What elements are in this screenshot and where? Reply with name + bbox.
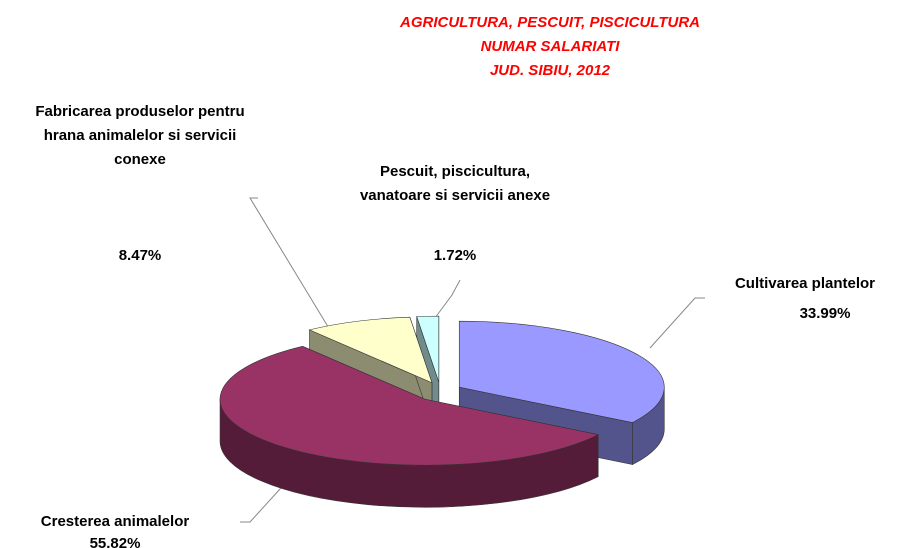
slice-label: Fabricarea produselor pentru hrana anima… — [35, 103, 245, 168]
slice-label: Cultivarea plantelor — [734, 275, 876, 292]
value-label: 8.47% — [118, 247, 162, 264]
slice — [416, 315, 440, 383]
slice — [219, 346, 600, 466]
leader-line — [249, 197, 331, 331]
slice-label: Pescuit, piscicultura, vanatoare si serv… — [359, 163, 551, 204]
chart-title: JUD. SIBIU, 2012 — [489, 62, 611, 79]
value-label: 1.72% — [433, 247, 477, 264]
slice — [308, 316, 433, 384]
value-label: 33.99% — [799, 305, 851, 322]
leader-line — [240, 477, 291, 523]
value-label: 55.82% — [89, 535, 141, 548]
chart-title: AGRICULTURA, PESCUIT, PISCICULTURA — [400, 14, 700, 31]
leader-line — [649, 297, 705, 349]
slice — [458, 320, 665, 423]
chart-title: NUMAR SALARIATI — [480, 38, 620, 55]
slice-label: Cresterea animalelor — [40, 513, 190, 530]
leader-line — [431, 279, 461, 323]
